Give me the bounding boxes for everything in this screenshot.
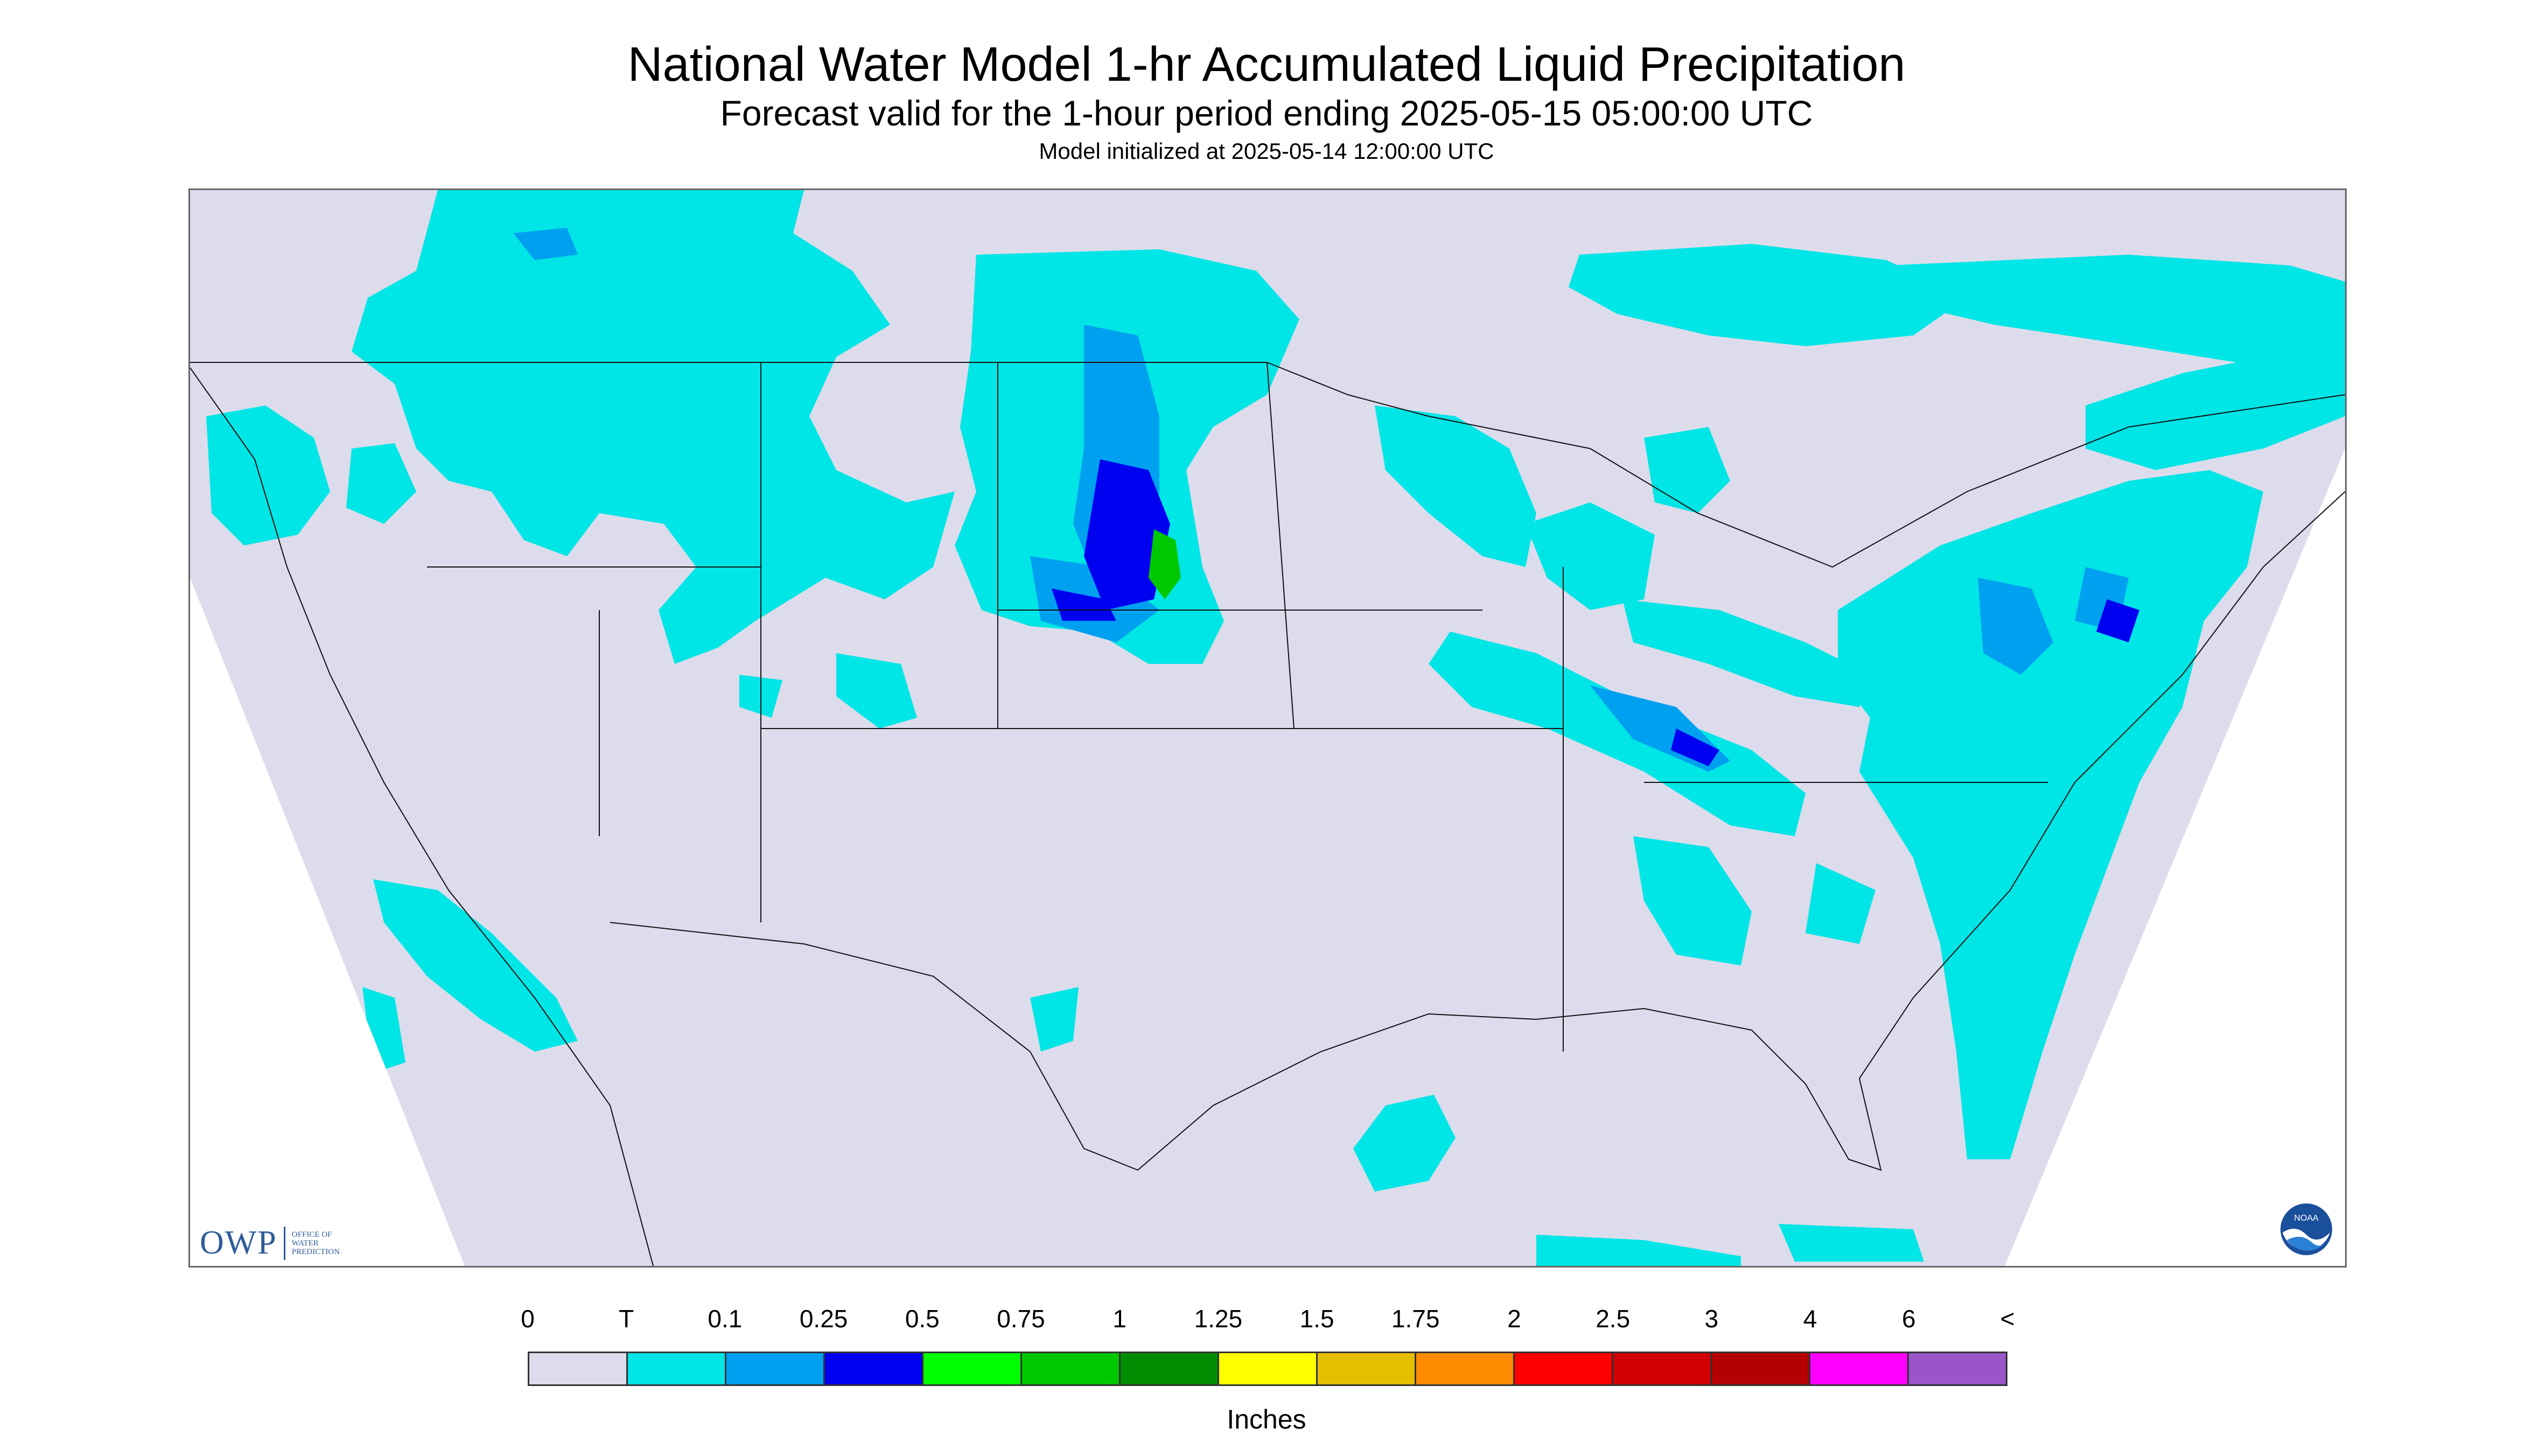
legend-tick-label: 3 [1704,1305,1719,1333]
owp-sub-line3: PREDICTION [291,1247,340,1256]
legend-tick-label: 1.5 [1299,1305,1334,1333]
owp-logo-divider [283,1226,285,1260]
owp-logo-subtext: OFFICE OF WATER PREDICTION [292,1230,340,1256]
legend-swatch [529,1353,628,1384]
legend-swatch [1613,1353,1712,1384]
legend-swatch [1121,1353,1219,1384]
legend-swatch [1712,1353,1810,1384]
legend-tick-label: 2.5 [1596,1305,1631,1333]
owp-logo: OWP OFFICE OF WATER PREDICTION [200,1224,340,1262]
precip-heavy-areas [1149,529,1181,599]
legend-swatch [628,1353,726,1384]
political-boundaries [190,362,2345,1266]
noaa-logo-text: NOAA [2294,1214,2319,1223]
legend-tick-label: 0.1 [708,1305,743,1333]
legend-tick-label: 0.75 [997,1305,1045,1333]
model-init-time: Model initialized at 2025-05-14 12:00:00… [1039,138,1494,164]
legend-tick-label: 0.5 [905,1305,940,1333]
owp-logo-text: OWP [200,1224,277,1261]
color-legend [528,1352,2007,1386]
precip-trace-areas [206,190,2345,1266]
legend-tick-label: 1.75 [1391,1305,1440,1333]
legend-swatch [726,1353,825,1384]
legend-tick-label: 4 [1803,1305,1817,1333]
legend-tick-label: 1 [1112,1305,1126,1333]
legend-tick-label: 2 [1507,1305,1521,1333]
owp-sub-line2: WATER [291,1238,319,1248]
legend-swatch [1318,1353,1416,1384]
legend-tick-label: 6 [1902,1305,1916,1333]
owp-sub-line1: OFFICE OF [291,1230,332,1239]
precip-moderate-areas [1052,459,2139,766]
legend-tick-label: < [2000,1305,2015,1333]
legend-units-label: Inches [1227,1404,1306,1434]
legend-tick-label: 0 [521,1305,535,1333]
map-svg [190,190,2345,1266]
legend-swatch [1416,1353,1515,1384]
legend-tick-label: 0.25 [799,1305,848,1333]
legend-swatch [1909,1353,2006,1384]
map-subtitle: Forecast valid for the 1-hour period end… [720,93,1813,133]
legend-swatch [923,1353,1022,1384]
noaa-logo-icon: NOAA [2280,1203,2332,1255]
map-title: National Water Model 1-hr Accumulated Li… [627,38,1906,92]
legend-swatch [1515,1353,1613,1384]
legend-tick-label: 1.25 [1194,1305,1243,1333]
legend-tick-label: T [619,1305,634,1333]
legend-swatch [825,1353,923,1384]
legend-swatch [1810,1353,1909,1384]
precipitation-map: OWP OFFICE OF WATER PREDICTION NOAA [188,188,2347,1268]
legend-swatch [1219,1353,1318,1384]
legend-swatch [1022,1353,1121,1384]
